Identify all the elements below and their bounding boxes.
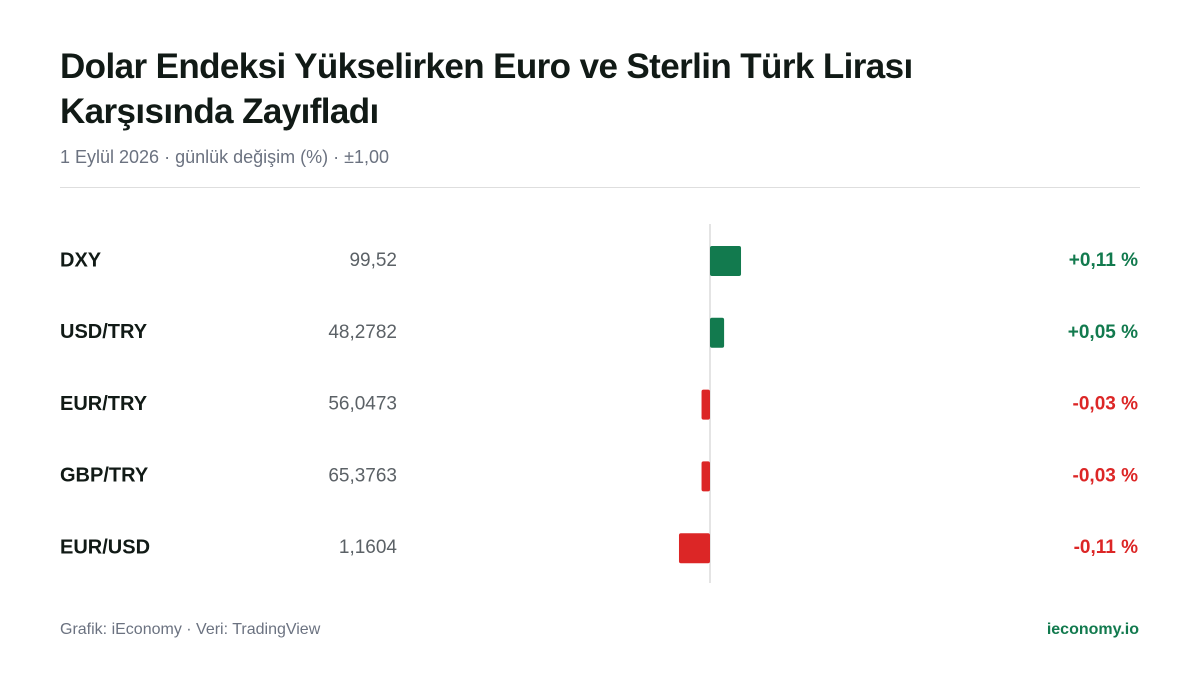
- bar: [701, 389, 710, 420]
- divider: [60, 187, 1140, 188]
- bar: [710, 246, 742, 276]
- chart-title: Dolar Endeksi Yükselirken Euro ve Sterli…: [60, 47, 913, 131]
- value-label: +0,11 %: [1069, 250, 1138, 271]
- row-name: GBP/TRY: [60, 465, 149, 487]
- value-label: -0,03 %: [1073, 394, 1139, 415]
- row-name: DXY: [60, 249, 102, 271]
- row-name: EUR/TRY: [60, 393, 148, 415]
- footer-brand[interactable]: ieconomy.io: [1046, 621, 1139, 638]
- row-name: USD/TRY: [60, 321, 148, 343]
- row-price: 1,1604: [339, 537, 398, 558]
- row-price: 56,0473: [328, 394, 397, 415]
- value-label: +0,05 %: [1068, 322, 1138, 343]
- value-label: -0,11 %: [1074, 537, 1139, 558]
- chart-subtitle: 1 Eylül 2026 · günlük değişim (%) · ±1,0…: [60, 147, 390, 167]
- bar: [678, 533, 710, 564]
- value-label: -0,03 %: [1073, 465, 1139, 486]
- bar: [710, 317, 725, 348]
- footer-source: Grafik: iEconomy · Veri: TradingView: [60, 621, 321, 638]
- bar: [701, 461, 710, 492]
- row-name: EUR/USD: [60, 536, 150, 558]
- row-price: 99,52: [349, 250, 397, 271]
- row-price: 65,3763: [328, 465, 397, 486]
- row-price: 48,2782: [328, 322, 397, 343]
